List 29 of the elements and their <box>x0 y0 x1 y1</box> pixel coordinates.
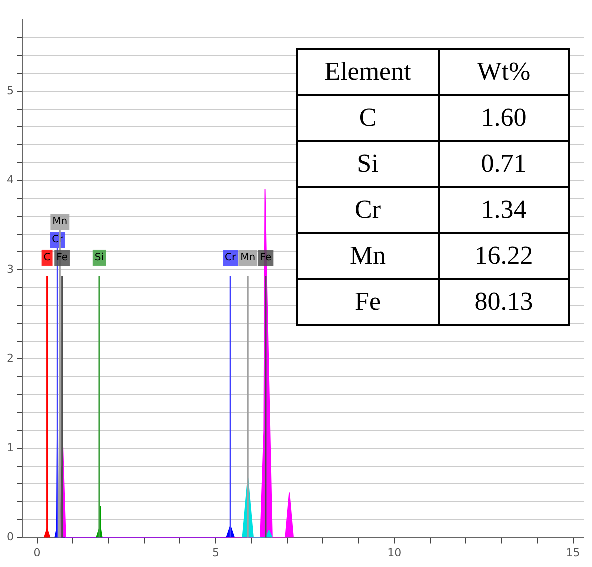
ref-line-label: Cr <box>225 252 238 264</box>
category-label: Fe <box>297 279 439 325</box>
y-tick-label: 4 <box>7 174 14 187</box>
y-tick-label: 5 <box>7 84 14 98</box>
y-tick-label: 2 <box>7 352 14 366</box>
ref-line-label: Fe <box>56 252 68 264</box>
ref-line-label: Mn <box>52 216 68 228</box>
category-label: Si <box>297 141 439 187</box>
x-tick-label: 10 <box>388 546 402 560</box>
ref-line-label: C <box>44 252 51 264</box>
x-tick-label: 0 <box>34 546 41 560</box>
category-label: Mn <box>297 233 439 279</box>
x-tick-label: 15 <box>566 546 580 560</box>
ref-line-label: Si <box>94 252 104 264</box>
text: 80.13 <box>474 287 534 316</box>
y-tick-label: 3 <box>7 262 14 276</box>
ref-line-label: Fe <box>260 252 272 264</box>
y-tick-label: 0 <box>7 530 14 544</box>
text: 1.60 <box>481 103 527 132</box>
text: 16.22 <box>474 241 534 270</box>
x-tick-label: 5 <box>212 546 220 560</box>
text: 1.34 <box>481 195 527 224</box>
text: 0.71 <box>481 149 527 178</box>
y-tick-label: 1 <box>7 441 14 454</box>
category-label: Cr <box>297 187 439 233</box>
ref-line-label: Mn <box>240 252 256 264</box>
text: Wt% <box>439 49 569 95</box>
text: Element <box>297 49 439 95</box>
category-label: C <box>297 95 439 141</box>
